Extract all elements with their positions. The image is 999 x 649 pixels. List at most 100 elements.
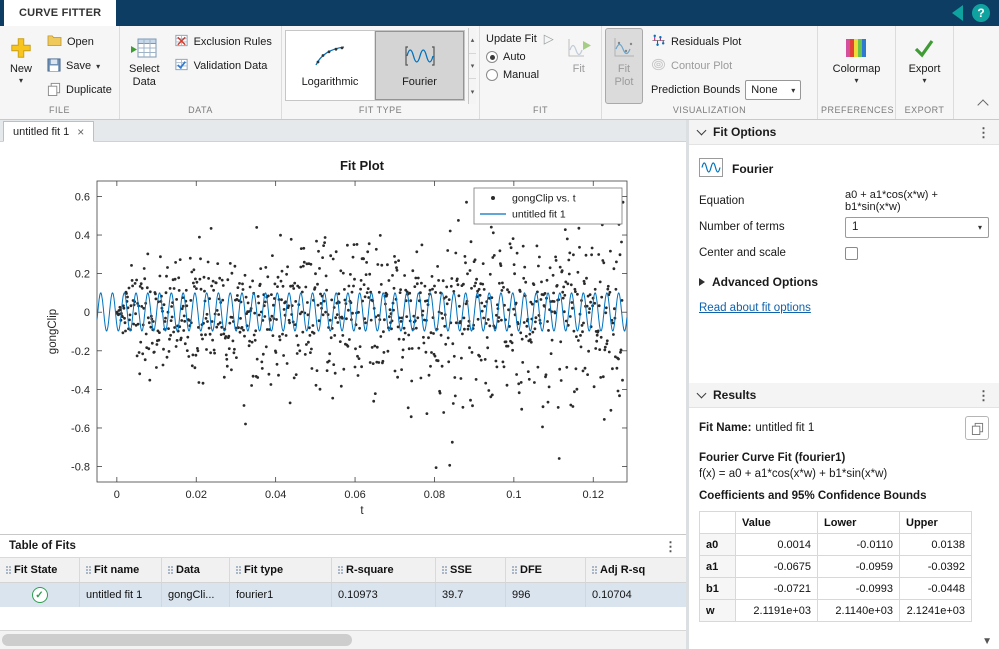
fit-plot-toggle[interactable]: Fit Plot	[605, 28, 643, 104]
scroll-down-arrow[interactable]: ▼	[982, 636, 992, 647]
drag-handle-icon	[236, 566, 238, 568]
coef-lower: -0.0110	[817, 533, 900, 556]
column-header-data[interactable]: Data	[162, 558, 230, 582]
section-label-fit: FIT	[533, 105, 548, 115]
document-tab-untitled-fit-1[interactable]: untitled fit 1 ×	[3, 121, 95, 142]
export-button[interactable]: Export ▾	[903, 28, 947, 104]
section-label-export: EXPORT	[904, 105, 945, 115]
contour-plot-button[interactable]: Contour Plot	[646, 55, 806, 77]
svg-text:0.06: 0.06	[344, 489, 365, 501]
svg-text:Fit Plot: Fit Plot	[340, 158, 385, 173]
scrollbar-thumb[interactable]	[2, 634, 352, 646]
ribbon-section-export: Export ▾ EXPORT	[896, 26, 954, 119]
new-button[interactable]: New ▾	[3, 28, 39, 104]
column-header-adj-r-sq[interactable]: Adj R-sq	[586, 558, 686, 582]
column-label: DFE	[520, 564, 542, 576]
coefficients-header-row: Value Lower Upper	[699, 511, 972, 534]
main-area: untitled fit 1 × Fit Plot 0 0.02 0.04 0.06 0.…	[0, 120, 999, 649]
cell-adj-r-sq: 0.10704	[592, 589, 632, 601]
table-of-fits-header-row: Fit State Fit name Data Fit type R-squar…	[0, 557, 686, 583]
column-header-fit-state[interactable]: Fit State	[0, 558, 80, 582]
column-header-dfe[interactable]: DFE	[506, 558, 586, 582]
collapse-left-arrow-icon[interactable]	[952, 5, 963, 21]
cell-fit-name: untitled fit 1	[80, 583, 162, 607]
titlebar-right-controls: ?	[952, 0, 999, 26]
read-about-fit-options-link[interactable]: Read about fit options	[699, 302, 811, 314]
export-check-icon	[913, 33, 935, 63]
svg-text:0.1: 0.1	[506, 489, 521, 501]
equation-value: a0 + a1*cos(x*w) + b1*sin(x*w)	[845, 189, 938, 213]
prediction-bounds-select[interactable]: None ▾	[745, 80, 802, 100]
svg-text:0: 0	[84, 307, 90, 319]
colormap-button[interactable]: Colormap ▾	[827, 28, 887, 104]
column-label: Fit type	[244, 564, 284, 576]
exclusion-rules-button[interactable]: Exclusion Rules	[169, 31, 277, 53]
column-header-sse[interactable]: SSE	[436, 558, 506, 582]
column-header-fit-name[interactable]: Fit name	[80, 558, 162, 582]
table-row-untitled-fit-1[interactable]: ✓ untitled fit 1 gongCli... fourier1 0.1…	[0, 583, 686, 607]
column-header-fit-type[interactable]: Fit type	[230, 558, 332, 582]
fit-options-menu-button[interactable]: ⋮	[977, 124, 990, 140]
svg-text:0.04: 0.04	[265, 489, 286, 501]
toolstrip-tab-bar: CURVE FITTER ?	[0, 0, 999, 26]
validation-data-button[interactable]: Validation Data	[169, 55, 277, 77]
duplicate-button[interactable]: Duplicate	[42, 79, 117, 101]
manual-radio[interactable]: Manual	[486, 69, 554, 81]
select-data-button[interactable]: Select Data	[123, 28, 166, 104]
gallery-scroll-up-button[interactable]: ▴	[469, 28, 476, 54]
column-label: Data	[176, 564, 200, 576]
fit-type-logarithmic[interactable]: Logarithmic	[286, 31, 375, 100]
tab-curve-fitter[interactable]: CURVE FITTER	[4, 0, 117, 26]
results-header[interactable]: Results ⋮	[689, 383, 999, 408]
save-button[interactable]: Save ▾	[42, 55, 117, 77]
copy-results-button[interactable]	[965, 416, 989, 440]
table-of-fits-menu-button[interactable]: ⋮	[664, 538, 677, 554]
prediction-bounds-label: Prediction Bounds	[651, 84, 741, 96]
fit-options-title: Fit Options	[713, 125, 777, 139]
fit-type-fourier[interactable]: Fourier	[375, 31, 464, 100]
auto-radio[interactable]: Auto	[486, 51, 554, 63]
fit-label: Fit	[572, 63, 585, 75]
coef-header-lower: Lower	[817, 511, 900, 534]
validation-data-label: Validation Data	[193, 60, 268, 72]
chevron-down-icon: ▾	[854, 76, 859, 85]
open-button[interactable]: Open	[42, 31, 117, 53]
fit-button[interactable]: Fit	[560, 28, 598, 104]
column-header-r-square[interactable]: R-square	[332, 558, 436, 582]
help-button[interactable]: ?	[972, 4, 990, 22]
horizontal-scrollbar[interactable]	[0, 630, 686, 649]
fit-type-gallery: Logarithmic Fourier	[285, 30, 465, 101]
residuals-plot-button[interactable]: Residuals Plot	[646, 31, 806, 53]
equation-label: Equation	[699, 195, 745, 207]
fit-options-header[interactable]: Fit Options ⋮	[689, 120, 999, 145]
update-fit-button[interactable]: Update Fit ▷	[486, 32, 554, 45]
results-menu-button[interactable]: ⋮	[977, 387, 990, 403]
advanced-options-toggle[interactable]: Advanced Options	[689, 266, 999, 289]
close-icon[interactable]: ×	[77, 124, 85, 139]
coef-row-a1: a1 -0.0675 -0.0959 -0.0392	[699, 555, 972, 578]
gallery-expand-button[interactable]: ▾	[470, 88, 475, 96]
results-title: Results	[713, 388, 757, 402]
coef-lower: 2.1140e+03	[817, 599, 900, 622]
duplicate-icon	[47, 82, 61, 99]
document-tab-bar: untitled fit 1 ×	[0, 120, 686, 142]
coef-name: a1	[699, 555, 736, 578]
save-icon	[47, 57, 61, 75]
ribbon-collapse-icon[interactable]	[977, 99, 989, 111]
center-and-scale-checkbox[interactable]	[845, 246, 858, 260]
manual-label: Manual	[503, 69, 540, 81]
svg-text:-0.6: -0.6	[71, 423, 90, 435]
pane-splitter[interactable]	[686, 120, 689, 649]
gallery-scroll-down-button[interactable]: ▾	[469, 54, 476, 80]
select-data-icon	[130, 33, 158, 63]
drag-handle-icon	[338, 566, 340, 568]
exclusion-rules-label: Exclusion Rules	[193, 36, 272, 48]
new-label: New	[9, 63, 32, 75]
number-of-terms-select[interactable]: 1 ▾	[845, 216, 989, 238]
number-of-terms-row: Number of terms 1 ▾	[689, 214, 999, 240]
ribbon: New ▾ Open Save ▾ Duplicate	[0, 26, 999, 120]
fit-plot-canvas[interactable]: Fit Plot 0 0.02 0.04 0.06 0.08 0.1 0.12 -0.8 -0.6…	[0, 142, 686, 534]
prediction-bounds-value: None	[751, 84, 778, 96]
fourier-icon	[403, 43, 437, 72]
